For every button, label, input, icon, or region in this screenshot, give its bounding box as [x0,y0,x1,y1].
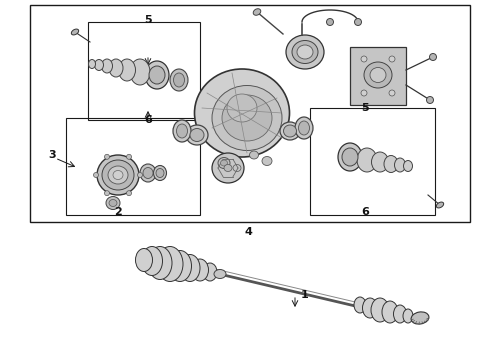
Ellipse shape [430,54,437,60]
Ellipse shape [104,154,109,159]
Ellipse shape [371,298,389,322]
Text: 5: 5 [144,15,152,25]
Ellipse shape [102,160,134,190]
Ellipse shape [143,167,153,179]
Ellipse shape [292,40,318,63]
Ellipse shape [138,172,143,177]
Ellipse shape [382,301,398,323]
Ellipse shape [357,148,377,172]
Ellipse shape [284,125,296,137]
Ellipse shape [212,85,282,150]
Ellipse shape [249,151,259,159]
Ellipse shape [89,59,96,68]
Ellipse shape [119,59,136,81]
Ellipse shape [220,160,227,166]
Ellipse shape [436,202,443,208]
Text: 4: 4 [244,227,252,237]
Ellipse shape [363,298,377,318]
Ellipse shape [233,165,241,171]
Ellipse shape [393,305,407,323]
Ellipse shape [145,61,169,89]
Ellipse shape [354,18,362,26]
Ellipse shape [218,158,230,168]
Ellipse shape [298,121,310,135]
Ellipse shape [173,120,191,142]
Ellipse shape [389,56,395,62]
Ellipse shape [342,148,358,166]
Bar [350,47,406,105]
Text: 3: 3 [48,150,56,160]
Bar [66,118,200,215]
Ellipse shape [212,153,244,183]
Ellipse shape [109,59,123,77]
Text: 6: 6 [361,207,369,217]
Ellipse shape [203,263,217,281]
Ellipse shape [384,156,398,172]
Bar [310,108,435,215]
Ellipse shape [295,117,313,139]
Ellipse shape [106,197,120,210]
Ellipse shape [153,166,167,180]
Ellipse shape [192,259,209,281]
Ellipse shape [126,191,131,196]
Ellipse shape [224,165,232,171]
Ellipse shape [149,66,165,84]
Ellipse shape [361,90,367,96]
Ellipse shape [190,129,204,141]
Ellipse shape [214,270,226,279]
Ellipse shape [176,124,188,138]
Ellipse shape [227,94,257,122]
Ellipse shape [222,95,272,141]
Ellipse shape [403,309,413,323]
Ellipse shape [169,251,192,282]
Ellipse shape [286,35,324,69]
Ellipse shape [72,29,79,35]
Ellipse shape [186,125,208,145]
Ellipse shape [94,172,98,177]
Bar [30,5,470,222]
Ellipse shape [148,247,172,279]
Ellipse shape [280,122,300,140]
Text: 6: 6 [144,115,152,125]
Ellipse shape [195,69,290,157]
Ellipse shape [297,45,313,59]
Ellipse shape [394,158,406,172]
Ellipse shape [364,62,392,88]
Ellipse shape [403,161,413,171]
Ellipse shape [389,90,395,96]
Ellipse shape [108,166,128,184]
Ellipse shape [371,152,389,172]
Ellipse shape [253,9,261,15]
Ellipse shape [97,155,139,195]
Text: 5: 5 [361,103,369,113]
Ellipse shape [109,199,117,207]
Text: 2: 2 [114,207,122,217]
Ellipse shape [156,168,164,177]
Ellipse shape [130,59,150,85]
Ellipse shape [262,157,272,166]
Bar [88,22,200,120]
Ellipse shape [170,69,188,91]
Ellipse shape [113,171,123,180]
Ellipse shape [126,154,131,159]
Ellipse shape [95,59,103,71]
Ellipse shape [142,247,163,275]
Ellipse shape [157,247,183,282]
Ellipse shape [354,297,366,313]
Ellipse shape [338,143,362,171]
Ellipse shape [140,164,156,182]
Ellipse shape [136,248,152,271]
Ellipse shape [411,312,429,324]
Ellipse shape [101,59,113,73]
Ellipse shape [326,18,334,26]
Ellipse shape [361,56,367,62]
Ellipse shape [370,68,386,82]
Ellipse shape [426,96,434,104]
Ellipse shape [180,255,200,282]
Ellipse shape [104,191,109,196]
Text: 1: 1 [301,290,309,300]
Ellipse shape [173,73,185,87]
